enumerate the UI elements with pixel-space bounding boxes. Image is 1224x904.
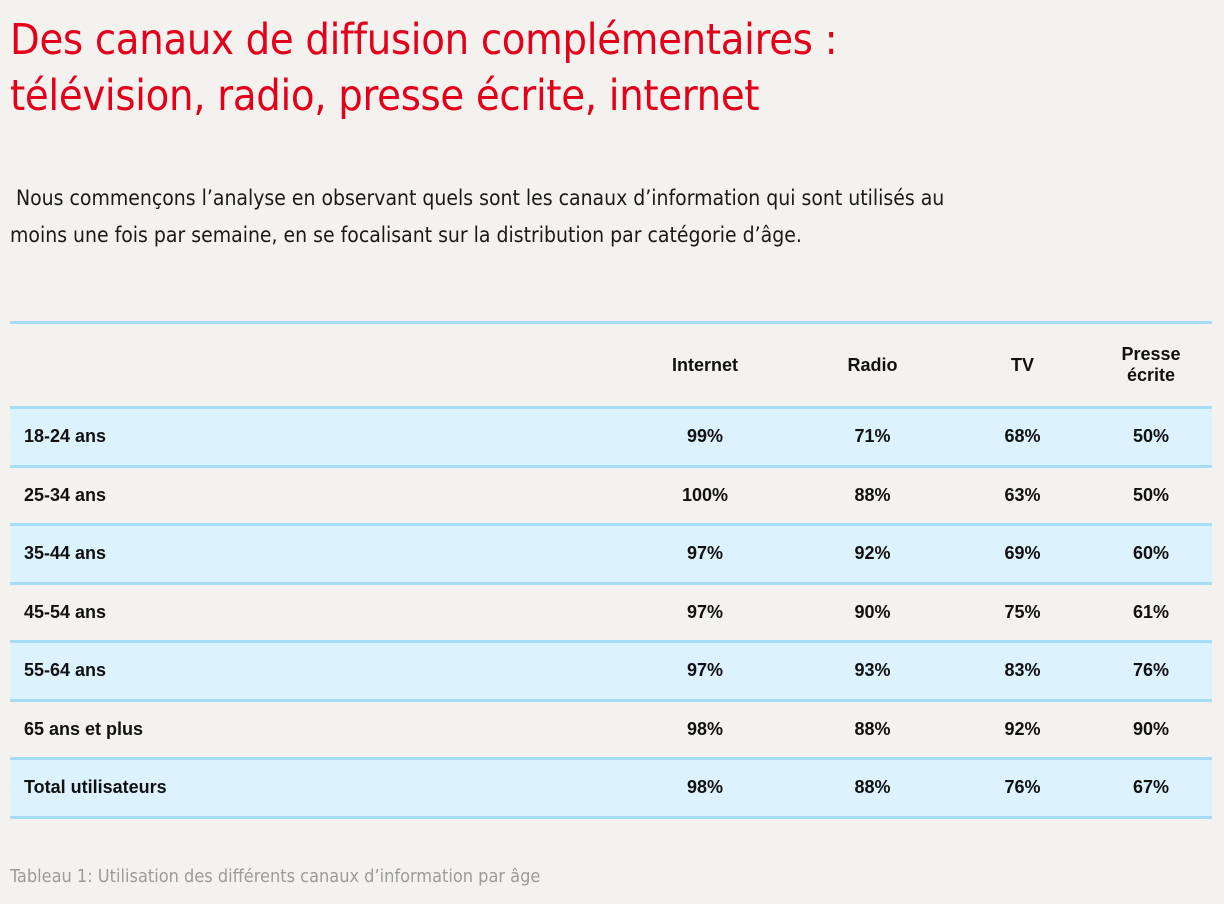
cell-tv: 76% [1004, 777, 1041, 798]
cell-tv: 69% [1004, 543, 1041, 564]
header-tv: TV [1010, 354, 1034, 375]
row-label: Total utilisateurs [24, 777, 167, 798]
table-row: 45-54 ans 97% 90% 75% 61% [10, 583, 1212, 642]
cell-tv: 63% [1004, 484, 1041, 505]
table-header-row: Internet Radio TV Presse écrite [10, 322, 1212, 408]
cell-internet: 98% [686, 718, 724, 739]
cell-presse: 50% [1132, 426, 1170, 447]
table-caption: Tableau 1: Utilisation des différents ca… [10, 866, 541, 887]
intro-line-1: Nous commençons l’analyse en observant q… [10, 186, 945, 210]
row-label: 35-44 ans [24, 543, 107, 564]
cell-radio: 90% [854, 601, 891, 622]
cell-radio: 88% [854, 777, 891, 798]
intro-line-2: moins une fois par semaine, en se focali… [10, 223, 802, 247]
table-row: 25-34 ans 100% 88% 63% 50% [10, 466, 1212, 525]
row-label: 25-34 ans [24, 484, 107, 505]
row-label: 18-24 ans [24, 426, 107, 447]
header-radio: Radio [847, 354, 898, 375]
row-label: 45-54 ans [24, 601, 107, 622]
cell-radio: 93% [854, 660, 891, 681]
cell-tv: 68% [1004, 426, 1041, 447]
cell-presse: 76% [1132, 660, 1170, 681]
cell-internet: 100% [681, 484, 729, 505]
table-row: 35-44 ans 97% 92% 69% 60% [10, 524, 1212, 583]
row-label: 65 ans et plus [24, 718, 144, 739]
header-presse: Presse écrite [1090, 323, 1212, 408]
page-title: Des canaux de diffusion complémentaires … [10, 12, 838, 124]
cell-internet: 99% [686, 426, 724, 447]
cell-tv: 92% [1004, 718, 1041, 739]
channel-usage-table: Internet Radio TV Presse écrite 18-24 an… [10, 321, 1212, 819]
cell-presse: 67% [1132, 777, 1170, 798]
cell-internet: 97% [686, 543, 724, 564]
table-row: 18-24 ans 99% 71% 68% 50% [10, 407, 1212, 466]
cell-presse: 50% [1132, 484, 1170, 505]
cell-radio: 88% [854, 718, 891, 739]
header-presse-line-2: écrite [1126, 365, 1176, 385]
table-row: 55-64 ans 97% 93% 83% 76% [10, 641, 1212, 700]
row-label: 55-64 ans [24, 660, 107, 681]
table-row-total: Total utilisateurs 98% 88% 76% 67% [10, 758, 1212, 817]
title-line-1: Des canaux de diffusion complémentaires … [10, 15, 838, 65]
intro-paragraph: Nous commençons l’analyse en observant q… [10, 180, 1210, 254]
header-presse-line-1: Presse [1121, 344, 1181, 364]
table-row: 65 ans et plus 98% 88% 92% 90% [10, 700, 1212, 759]
cell-presse: 61% [1132, 601, 1170, 622]
cell-radio: 71% [854, 426, 891, 447]
cell-tv: 83% [1004, 660, 1041, 681]
cell-internet: 98% [686, 777, 724, 798]
cell-presse: 90% [1132, 718, 1170, 739]
header-internet: Internet [671, 354, 738, 375]
cell-internet: 97% [686, 601, 724, 622]
header-age [10, 323, 620, 408]
cell-internet: 97% [686, 660, 724, 681]
cell-radio: 88% [854, 484, 891, 505]
cell-presse: 60% [1132, 543, 1170, 564]
title-line-2: télévision, radio, presse écrite, intern… [10, 71, 760, 121]
cell-tv: 75% [1004, 601, 1041, 622]
cell-radio: 92% [854, 543, 891, 564]
